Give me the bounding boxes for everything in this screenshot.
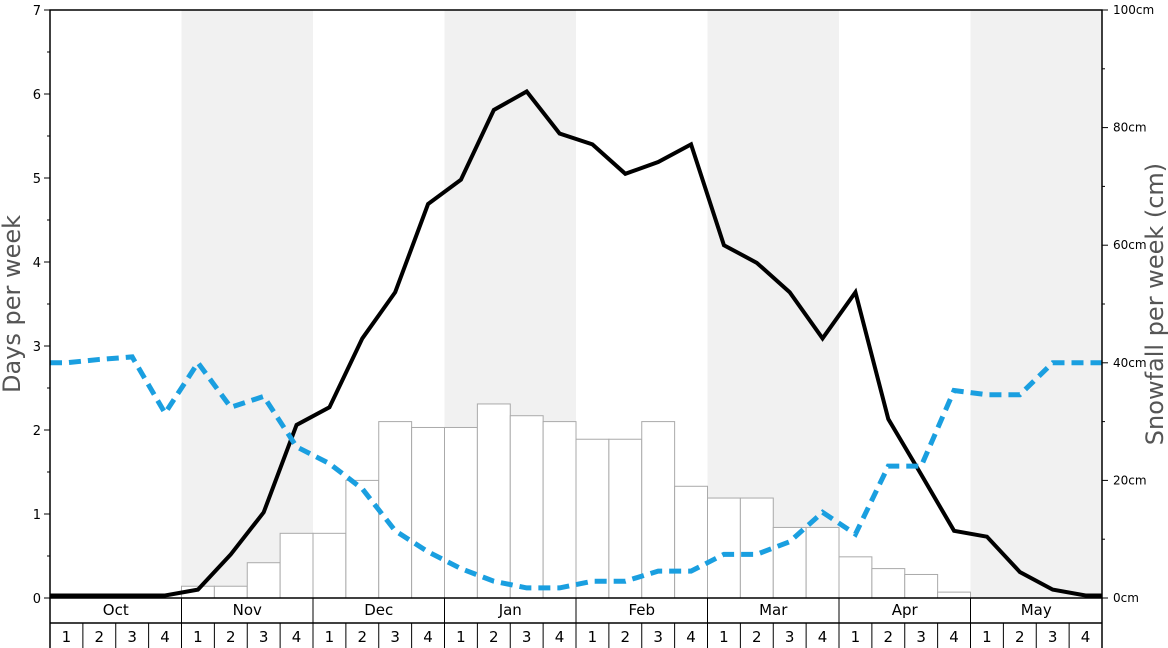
snowfall-bar <box>279 532 314 599</box>
week-label: 1 <box>588 628 598 646</box>
month-shading-layer <box>181 10 1102 598</box>
week-label: 1 <box>719 628 729 646</box>
y-left-tick-label: 1 <box>33 508 41 523</box>
y-right-tick-label: 20cm <box>1113 473 1147 487</box>
month-shade-nov <box>181 10 313 598</box>
lines-layer <box>50 88 1102 598</box>
week-label: 2 <box>95 628 105 646</box>
snowfall-bar <box>378 421 413 599</box>
snowfall-bars-layer <box>181 403 972 599</box>
week-label: 2 <box>489 628 499 646</box>
week-label: 3 <box>653 628 663 646</box>
month-label-apr: Apr <box>892 601 919 619</box>
snowfall-bar <box>575 438 610 599</box>
snowfall-bar <box>904 573 939 599</box>
y-right-tick-label: 0cm <box>1113 591 1139 605</box>
y-left-axis-title: Days per week <box>0 215 26 393</box>
snowfall-bar <box>411 426 446 599</box>
snowfall-bar <box>246 562 281 599</box>
month-label-nov: Nov <box>233 601 262 619</box>
y-right-tick-label: 60cm <box>1113 238 1147 252</box>
y-right-axis-title: Snowfall per week (cm) <box>1141 163 1168 445</box>
week-label: 2 <box>1015 628 1025 646</box>
week-label: 4 <box>686 628 696 646</box>
snowfall-bar <box>476 403 511 599</box>
snowfall-bar <box>608 438 643 599</box>
week-label: 4 <box>949 628 959 646</box>
week-label: 3 <box>390 628 400 646</box>
dashed-line-series <box>50 354 1102 591</box>
month-label-may: May <box>1021 601 1052 619</box>
y-left-tick-label: 7 <box>33 4 41 19</box>
y-left-tick-label: 0 <box>33 592 41 607</box>
y-left-tick-label: 5 <box>33 172 41 187</box>
week-label: 2 <box>621 628 631 646</box>
month-label-jan: Jan <box>498 601 522 619</box>
week-label: 2 <box>884 628 894 646</box>
week-label: 3 <box>522 628 532 646</box>
y-left-tick-label: 6 <box>33 88 41 103</box>
snowfall-bar <box>542 421 577 599</box>
week-label: 4 <box>160 628 170 646</box>
week-label: 4 <box>1081 628 1091 646</box>
week-label: 3 <box>259 628 269 646</box>
snowfall-bar <box>838 556 873 599</box>
y-left-tick-label: 2 <box>33 424 41 439</box>
week-label: 2 <box>752 628 762 646</box>
week-label: 3 <box>127 628 137 646</box>
axis-layer: 0 1 2 3 4 5 6 7 0cm 20cm 40cm 60cm 80cm 100cm Oct 1 2 3 4 N… <box>33 3 1154 648</box>
snowfall-bar <box>674 485 709 599</box>
week-label: 4 <box>423 628 433 646</box>
snowfall-bar <box>805 526 840 599</box>
week-label: 1 <box>456 628 466 646</box>
snowfall-bar <box>871 568 906 599</box>
y-left-tick-label: 3 <box>33 340 41 355</box>
solid-line-series <box>50 88 1102 598</box>
week-label: 4 <box>818 628 828 646</box>
snowfall-bar <box>772 526 807 599</box>
week-label: 4 <box>292 628 302 646</box>
week-label: 3 <box>916 628 926 646</box>
snowfall-bar <box>213 585 248 599</box>
week-label: 4 <box>555 628 565 646</box>
month-label-dec: Dec <box>364 601 393 619</box>
week-label: 2 <box>358 628 368 646</box>
snowfall-bar <box>345 479 380 599</box>
month-label-mar: Mar <box>759 601 788 619</box>
week-label: 1 <box>325 628 335 646</box>
week-label: 1 <box>851 628 861 646</box>
month-label-feb: Feb <box>628 601 655 619</box>
snowfall-bar <box>707 497 741 599</box>
week-label: 3 <box>785 628 795 646</box>
week-label: 1 <box>62 628 72 646</box>
week-label: 1 <box>193 628 203 646</box>
snowfall-bar <box>509 415 544 599</box>
y-right-tick-label: 80cm <box>1113 121 1147 135</box>
week-label: 2 <box>226 628 236 646</box>
y-right-tick-label: 40cm <box>1113 356 1147 370</box>
week-label: 3 <box>1048 628 1058 646</box>
y-right-tick-label: 100cm <box>1113 3 1154 17</box>
snowfall-bar <box>312 532 347 599</box>
week-label: 1 <box>982 628 992 646</box>
snowfall-bar <box>641 421 676 599</box>
month-label-oct: Oct <box>103 601 129 619</box>
snowfall-bar <box>937 591 972 599</box>
y-left-tick-label: 4 <box>33 256 41 271</box>
month-shade-may <box>970 10 1102 598</box>
